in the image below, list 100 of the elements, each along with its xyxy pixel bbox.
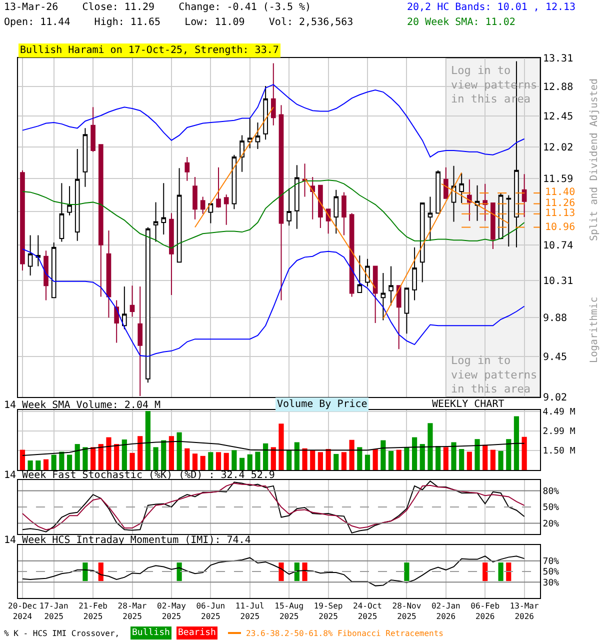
chart-subtitle: Open: 11.44 High: 11.65 Low: 11.09 Vol: 2,536,563 <box>4 17 354 28</box>
y-tick-label: 9.88 <box>543 313 568 324</box>
annotation: WEEKLY CHART <box>432 399 504 410</box>
candlestick <box>443 166 448 199</box>
bar <box>404 447 410 470</box>
x-tick-label: 20-Dec 2024 <box>8 602 38 621</box>
candlestick <box>404 288 410 334</box>
y-tick-label: 20% <box>542 519 560 530</box>
candlestick <box>294 164 300 230</box>
candlestick <box>506 194 512 248</box>
bar <box>302 448 308 470</box>
bar <box>506 439 512 470</box>
candlestick <box>114 300 119 344</box>
candlestick <box>216 166 221 208</box>
candlestick <box>36 234 41 267</box>
candlestick <box>28 234 33 276</box>
candlestick <box>490 202 496 250</box>
bar <box>232 450 237 470</box>
bar <box>66 454 72 470</box>
candlestick <box>90 106 96 152</box>
candlestick <box>255 122 260 150</box>
line-series <box>22 556 525 586</box>
candlestick <box>20 170 25 271</box>
bar <box>490 450 496 470</box>
candlestick <box>342 192 346 236</box>
candlestick <box>146 226 150 384</box>
x-tick-label: 13-Mar 2026 <box>510 602 539 621</box>
candlestick <box>208 203 214 224</box>
bar <box>90 447 96 470</box>
annotation: Log in to view patterns in this area <box>451 354 538 396</box>
candlestick <box>263 85 268 140</box>
bar <box>428 423 433 470</box>
bar <box>270 447 276 470</box>
bar <box>122 439 127 470</box>
y-tick-label: 12.45 <box>543 112 574 123</box>
bar <box>98 444 104 470</box>
bar <box>451 442 456 470</box>
chart-title: 14 Week HCS Intraday Momentum (IMI): 74.4 <box>4 535 251 546</box>
candlestick <box>192 176 198 220</box>
bar <box>514 416 520 470</box>
candlestick <box>334 189 339 234</box>
candlestick <box>153 202 158 242</box>
bar <box>459 449 464 470</box>
x-tick-label: 24-Oct 2025 <box>353 602 382 621</box>
line-series <box>22 248 525 357</box>
candlestick <box>224 194 229 226</box>
candlestick <box>232 154 237 210</box>
bar <box>341 452 347 470</box>
text: Logarithmic <box>589 296 600 363</box>
bar <box>372 449 378 470</box>
candlestick <box>200 196 206 214</box>
candlestick <box>522 174 527 218</box>
text: Bullish Harami on 17-Oct-25, Strength: 33.7 <box>20 45 279 56</box>
bar <box>357 447 362 470</box>
bar <box>36 460 41 470</box>
candlestick <box>130 285 135 318</box>
y-tick-label: 10.74 <box>543 240 574 252</box>
text: 20 Week SMA: 11.02 <box>407 17 516 28</box>
ref-line-label: 11.26 <box>545 198 576 209</box>
bar <box>20 450 26 470</box>
bar <box>388 450 394 470</box>
ref-line-label: 11.13 <box>545 208 576 219</box>
bar <box>106 437 112 470</box>
y-tick-label: 9.02 <box>543 392 568 404</box>
bar <box>498 450 504 470</box>
x-tick-label: 15-Aug 2025 <box>274 602 304 621</box>
bar <box>59 452 64 470</box>
bar <box>420 444 425 470</box>
y-tick-label: 9.45 <box>543 352 568 363</box>
y-tick-label: 80% <box>542 486 560 497</box>
bar <box>145 411 150 470</box>
x-tick-label: 19-Sep 2025 <box>314 602 343 621</box>
bar <box>192 454 198 470</box>
y-tick-label: 1.50 M <box>542 446 576 457</box>
bar <box>247 454 252 470</box>
candlestick <box>428 196 433 242</box>
y-tick-label: 50% <box>542 503 560 514</box>
y-tick-label: 10.31 <box>543 276 574 288</box>
bar <box>176 432 182 470</box>
candlestick <box>278 104 284 301</box>
bar <box>294 442 300 470</box>
bar <box>474 439 480 470</box>
candlestick <box>138 286 143 397</box>
candlestick <box>67 186 72 216</box>
legend-label: 23.6-38.2-50-61.8% Fibonacci Retracements <box>246 629 444 638</box>
bar <box>255 452 260 470</box>
text: % K - HCS IMI Crossover, <box>4 629 120 638</box>
ref-line-label: 10.96 <box>545 222 576 233</box>
bar <box>310 450 316 470</box>
candlestick <box>59 182 64 242</box>
annotation: Volume By Price <box>277 399 368 410</box>
bar <box>224 452 229 470</box>
x-tick-label: 02-May 2025 <box>157 602 186 621</box>
x-tick-label: 21-Feb 2025 <box>78 602 108 621</box>
bar <box>263 443 268 470</box>
y-tick-label: 12.88 <box>543 82 574 94</box>
candlestick <box>451 165 456 222</box>
candlestick <box>82 128 88 188</box>
bar <box>208 452 214 470</box>
text: 20,2 HC Bands: 10.01 , 12.13 <box>407 2 576 13</box>
